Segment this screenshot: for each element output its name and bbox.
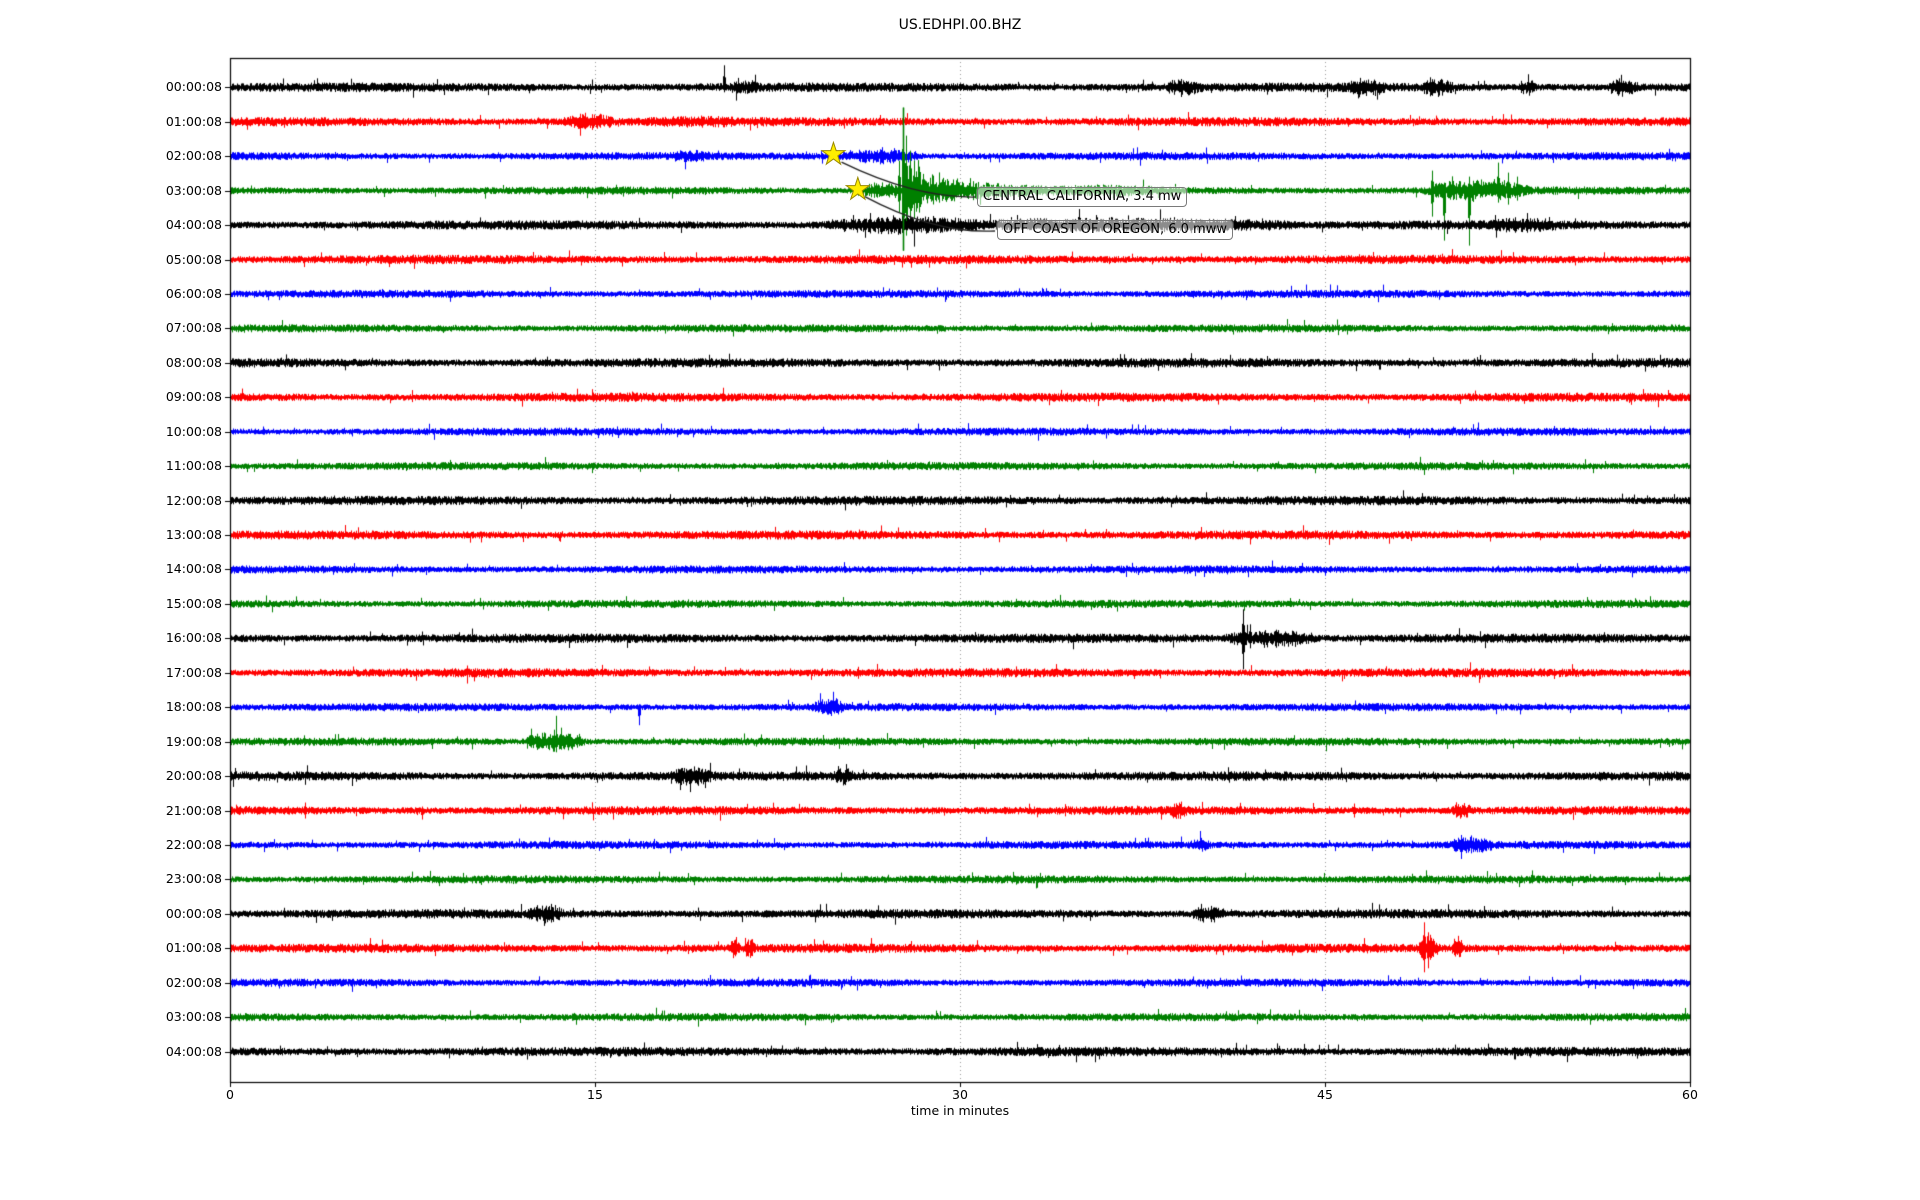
row-time-label: 05:00:08 — [165, 251, 222, 267]
row-time-label: 20:00:08 — [165, 768, 222, 784]
event-star-icon: ★ — [844, 171, 872, 207]
row-time-label: 23:00:08 — [165, 871, 222, 887]
row-time-label: 22:00:08 — [165, 836, 222, 852]
event-star-icon: ★ — [820, 137, 848, 173]
row-time-label: 01:00:08 — [165, 940, 222, 956]
row-time-label: 02:00:08 — [165, 974, 222, 990]
annotation-off-coast-oregon: OFF COAST OF OREGON, 6.0 mww — [997, 220, 1233, 240]
row-time-label: 03:00:08 — [165, 1009, 222, 1025]
row-time-label: 13:00:08 — [165, 527, 222, 543]
row-time-label: 09:00:08 — [165, 389, 222, 405]
x-tick-label: 30 — [952, 1087, 968, 1102]
row-time-label: 15:00:08 — [165, 595, 222, 611]
row-time-label: 07:00:08 — [165, 320, 222, 336]
row-time-label: 00:00:08 — [165, 79, 222, 95]
x-axis-label: time in minutes — [910, 1103, 1010, 1118]
row-time-label: 10:00:08 — [165, 423, 222, 439]
row-time-label: 21:00:08 — [165, 802, 222, 818]
row-time-label: 17:00:08 — [165, 664, 222, 680]
row-time-label: 00:00:08 — [165, 905, 222, 921]
page-title: US.EDHPI.00.BHZ — [898, 17, 1022, 33]
x-tick-label: 45 — [1317, 1087, 1333, 1102]
row-time-label: 01:00:08 — [165, 113, 222, 129]
annotation-central-california: CENTRAL CALIFORNIA, 3.4 mw — [977, 187, 1188, 207]
row-time-label: 14:00:08 — [165, 561, 222, 577]
row-time-label: 04:00:08 — [165, 1043, 222, 1059]
row-time-label: 02:00:08 — [165, 148, 222, 164]
row-time-label: 08:00:08 — [165, 354, 222, 370]
row-time-label: 04:00:08 — [165, 217, 222, 233]
x-tick-label: 60 — [1682, 1087, 1698, 1102]
row-time-label: 06:00:08 — [165, 285, 222, 301]
row-time-label: 03:00:08 — [165, 182, 222, 198]
row-time-label: 18:00:08 — [165, 699, 222, 715]
row-time-label: 19:00:08 — [165, 733, 222, 749]
x-tick-label: 15 — [587, 1087, 603, 1102]
row-time-label: 12:00:08 — [165, 492, 222, 508]
x-tick-label: 0 — [226, 1087, 234, 1102]
row-time-label: 11:00:08 — [165, 458, 222, 474]
row-time-label: 16:00:08 — [165, 630, 222, 646]
